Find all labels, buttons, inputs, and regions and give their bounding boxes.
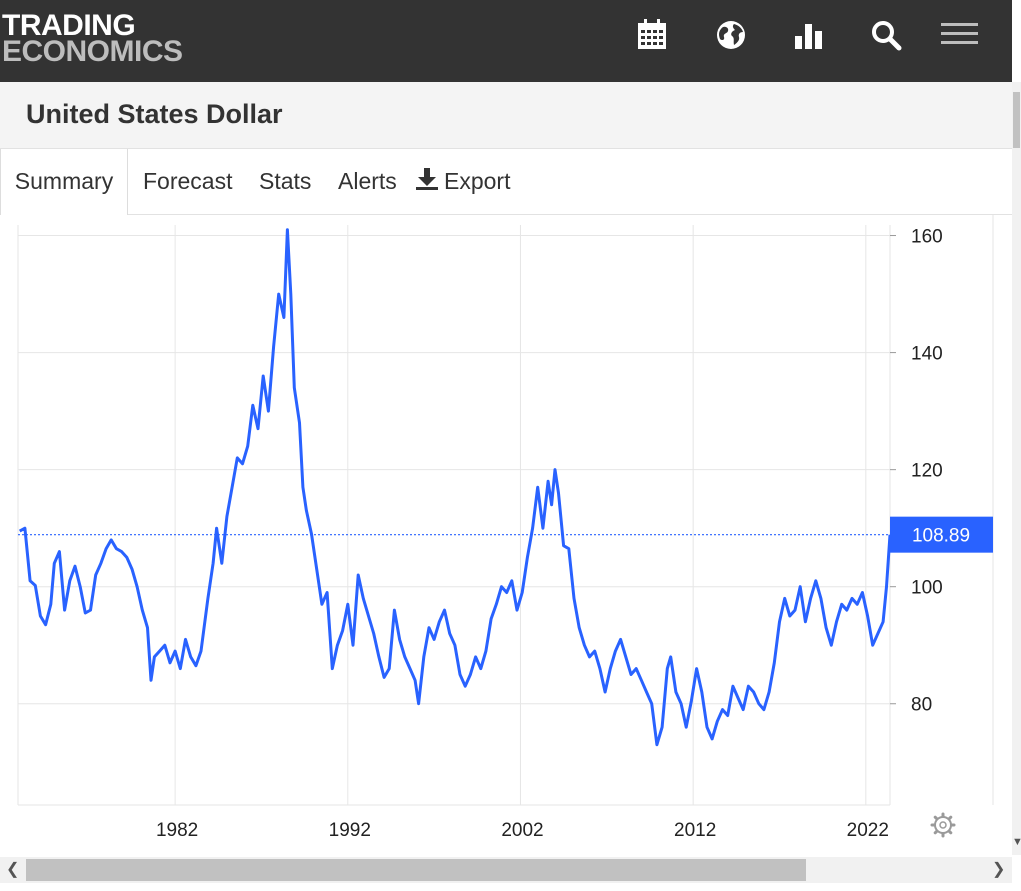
price-series-line bbox=[18, 228, 892, 747]
globe-icon[interactable] bbox=[714, 18, 748, 52]
tab-forecast[interactable]: Forecast bbox=[143, 149, 232, 214]
last-value-label: 108.89 bbox=[912, 526, 970, 547]
tab-export[interactable]: Export bbox=[416, 149, 510, 214]
x-tick-label: 1992 bbox=[329, 820, 371, 841]
menu-icon[interactable] bbox=[940, 18, 980, 52]
tab-export-label: Export bbox=[444, 168, 511, 194]
tab-stats[interactable]: Stats bbox=[259, 149, 311, 214]
tab-stats-label: Stats bbox=[259, 168, 312, 194]
chart-settings-icon[interactable] bbox=[930, 812, 956, 838]
logo-line-2: ECONOMICS bbox=[2, 35, 183, 68]
scroll-right-arrow-icon[interactable]: ❯ bbox=[992, 861, 1006, 878]
price-line-chart: 1982 1992 2002 2012 2022 80 100 120 140 160 108.… bbox=[17, 215, 994, 841]
scroll-left-arrow-icon[interactable]: ❮ bbox=[6, 861, 20, 878]
tab-summary[interactable]: Summary bbox=[0, 149, 128, 215]
tab-alerts[interactable]: Alerts bbox=[338, 149, 397, 214]
tab-bar: Summary Forecast Stats Alerts Export bbox=[0, 149, 1012, 215]
vertical-scrollbar-thumb[interactable] bbox=[1013, 92, 1020, 148]
search-icon[interactable] bbox=[869, 18, 903, 52]
vertical-scrollbar[interactable] bbox=[1012, 82, 1021, 855]
trading-economics-logo[interactable]: TRADING ECONOMICS bbox=[2, 9, 183, 68]
y-tick-label: 140 bbox=[911, 344, 943, 365]
horizontal-scrollbar[interactable]: ❮ ❯ bbox=[0, 857, 1012, 883]
y-tick-label: 100 bbox=[911, 578, 943, 599]
download-icon bbox=[416, 168, 438, 190]
x-tick-label: 2022 bbox=[847, 820, 889, 841]
bar-chart-icon[interactable] bbox=[792, 18, 826, 52]
last-value-badge bbox=[890, 516, 993, 553]
chart-area: 1982 1992 2002 2012 2022 80 100 120 140 160 108.… bbox=[0, 215, 1012, 855]
logo-line-1: TRADING bbox=[2, 9, 136, 42]
calendar-icon[interactable] bbox=[636, 18, 670, 52]
x-tick-label: 1982 bbox=[156, 820, 198, 841]
y-tick-label: 160 bbox=[911, 227, 943, 248]
page-title: United States Dollar bbox=[26, 99, 283, 129]
page-title-bar: United States Dollar bbox=[0, 82, 1012, 149]
top-navigation-bar: TRADING ECONOMICS bbox=[0, 0, 1012, 82]
y-tick-label: 80 bbox=[911, 695, 932, 716]
tab-summary-label: Summary bbox=[14, 168, 114, 194]
y-tick-label: 120 bbox=[911, 461, 943, 482]
tab-forecast-label: Forecast bbox=[143, 168, 233, 194]
horizontal-scrollbar-thumb[interactable] bbox=[26, 859, 806, 881]
x-tick-label: 2012 bbox=[674, 820, 716, 841]
scroll-down-arrow-icon[interactable]: ▼ bbox=[1012, 836, 1021, 848]
x-tick-label: 2002 bbox=[501, 820, 543, 841]
tab-alerts-label: Alerts bbox=[338, 168, 397, 194]
